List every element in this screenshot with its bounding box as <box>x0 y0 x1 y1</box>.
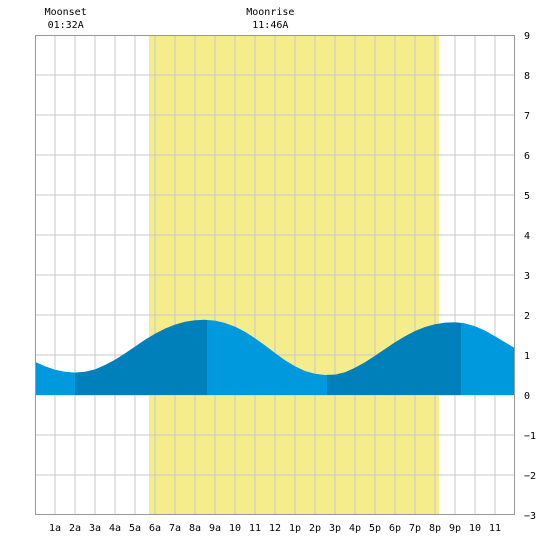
y-tick-label: 5 <box>524 191 530 202</box>
moonset-time: 01:32A <box>48 20 84 31</box>
x-tick-label: 2a <box>69 523 81 534</box>
moonrise-label: Moonrise <box>246 7 294 18</box>
moonset-annotation: Moonset 01:32A <box>45 7 87 31</box>
moon-annotations: Moonset 01:32A Moonrise 11:46A <box>45 7 295 31</box>
y-tick-label: 8 <box>524 71 530 82</box>
tide-segment-dark <box>327 322 461 395</box>
x-tick-label: 4p <box>349 523 361 534</box>
moonrise-annotation: Moonrise 11:46A <box>246 7 294 31</box>
x-tick-label: 1a <box>49 523 61 534</box>
tide-area <box>35 319 515 395</box>
plot-border <box>35 35 515 515</box>
y-tick-label: −3 <box>524 511 536 522</box>
y-tick-label: −1 <box>524 431 536 442</box>
x-tick-label: 12 <box>269 523 281 534</box>
tide-segment-light <box>35 361 75 395</box>
x-axis: 1a 2a 3a 4a 5a 6a 7a 8a 9a 10 11 12 1p 2p 3p 4p 5p 6p 7p 8p… <box>49 523 501 534</box>
y-tick-label: 0 <box>524 391 530 402</box>
x-tick-label: 9a <box>209 523 221 534</box>
x-tick-label: 2p <box>309 523 321 534</box>
tide-segment-light <box>461 322 515 395</box>
moonrise-time: 11:46A <box>252 20 288 31</box>
x-tick-label: 5a <box>129 523 141 534</box>
x-tick-label: 11 <box>489 523 501 534</box>
tide-segment-light <box>207 319 327 395</box>
x-tick-label: 1p <box>289 523 301 534</box>
x-tick-label: 7a <box>169 523 181 534</box>
x-tick-label: 10 <box>469 523 481 534</box>
moonset-label: Moonset <box>45 7 87 18</box>
x-tick-label: 6p <box>389 523 401 534</box>
x-tick-label: 8a <box>189 523 201 534</box>
x-tick-label: 3a <box>89 523 101 534</box>
y-tick-label: 1 <box>524 351 530 362</box>
x-tick-label: 10 <box>229 523 241 534</box>
x-tick-label: 5p <box>369 523 381 534</box>
x-tick-label: 3p <box>329 523 341 534</box>
y-tick-label: 9 <box>524 31 530 42</box>
x-tick-label: 6a <box>149 523 161 534</box>
chart-grid <box>35 35 515 515</box>
y-tick-label: 2 <box>524 311 530 322</box>
y-tick-label: −2 <box>524 471 536 482</box>
y-tick-label: 7 <box>524 111 530 122</box>
x-tick-label: 7p <box>409 523 421 534</box>
x-tick-label: 8p <box>429 523 441 534</box>
x-tick-label: 9p <box>449 523 461 534</box>
y-tick-label: 6 <box>524 151 530 162</box>
y-axis: −3 −2 −1 0 1 2 3 4 5 6 7 8 9 <box>524 31 536 522</box>
x-tick-label: 11 <box>249 523 261 534</box>
y-tick-label: 4 <box>524 231 530 242</box>
tide-segment-dark <box>75 319 207 395</box>
y-tick-label: 3 <box>524 271 530 282</box>
x-tick-label: 4a <box>109 523 121 534</box>
